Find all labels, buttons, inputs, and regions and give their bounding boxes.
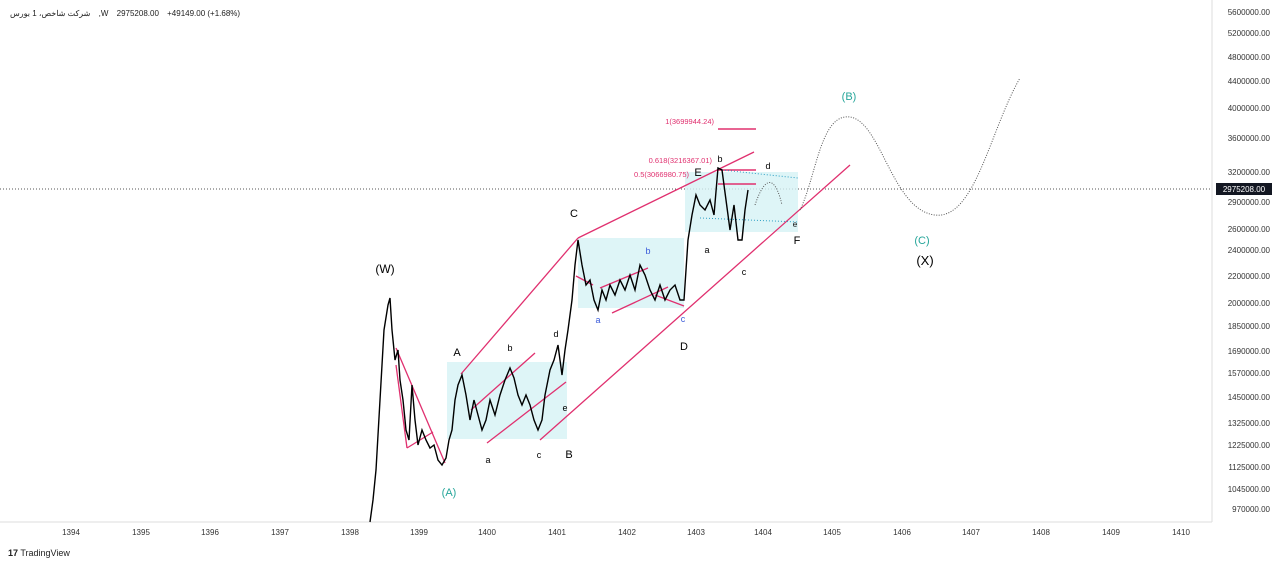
fib-label: 1(3699944.24) — [665, 117, 714, 126]
y-tick-label: 2600000.00 — [1228, 225, 1271, 234]
exchange: بورس ,W — [10, 9, 109, 18]
trend-line — [486, 381, 567, 444]
x-tick-label: 1396 — [201, 528, 219, 537]
x-tick-label: 1401 — [548, 528, 566, 537]
y-tick-label: 1690000.00 — [1228, 347, 1271, 356]
trend-line — [395, 347, 446, 464]
fib-label: 0.5(3066980.75) — [634, 170, 690, 179]
x-tick-label: 1408 — [1032, 528, 1050, 537]
y-tick-label: 1225000.00 — [1228, 441, 1271, 450]
x-tick-label: 1399 — [410, 528, 428, 537]
trend-line — [654, 294, 685, 307]
x-tick-label: 1398 — [341, 528, 359, 537]
triangle-upper — [721, 169, 799, 179]
trend-line — [460, 237, 579, 375]
x-tick-label: 1404 — [754, 528, 772, 537]
wave-label: (W) — [375, 262, 394, 276]
wave-label: F — [794, 235, 801, 247]
x-tick-label: 1410 — [1172, 528, 1190, 537]
wave-label: a — [595, 315, 600, 325]
wave-label: (B) — [842, 91, 857, 103]
wave-label: C — [570, 208, 578, 220]
triangle-lower — [699, 217, 799, 223]
x-tick-label: 1397 — [271, 528, 289, 537]
y-tick-label: 4800000.00 — [1228, 53, 1271, 62]
x-tick-label: 1403 — [687, 528, 705, 537]
wave-label: E — [694, 167, 701, 179]
wave-label: B — [565, 449, 572, 461]
trend-line — [539, 164, 851, 441]
tradingview-logo[interactable]: 17 TradingView — [8, 548, 70, 558]
wave-label: e — [562, 403, 567, 413]
trend-line — [577, 151, 755, 239]
symbol-name: شرکت شاخص، 1 — [32, 9, 91, 18]
wave-label: b — [717, 154, 722, 164]
wave-label: c — [742, 267, 747, 277]
x-tick-label: 1394 — [62, 528, 80, 537]
wave-label: (X) — [916, 253, 933, 268]
y-tick-label: 3200000.00 — [1228, 168, 1271, 177]
trend-line — [599, 267, 649, 289]
x-tick-label: 1402 — [618, 528, 636, 537]
y-tick-label: 2900000.00 — [1228, 198, 1271, 207]
y-tick-label: 2400000.00 — [1228, 246, 1271, 255]
y-tick-label: 4000000.00 — [1228, 104, 1271, 113]
tv-icon: 17 — [8, 548, 19, 558]
wave-label: b — [645, 246, 650, 256]
brand-name: TradingView — [20, 548, 70, 558]
wave-label: e — [793, 220, 798, 229]
wave-label: d — [553, 329, 558, 339]
wave-label: b — [507, 343, 512, 353]
y-tick-label: 3600000.00 — [1228, 134, 1271, 143]
projection-path — [799, 77, 1021, 216]
y-tick-label: 2000000.00 — [1228, 299, 1271, 308]
y-tick-label: 1045000.00 — [1228, 485, 1271, 494]
y-tick-label: 1450000.00 — [1228, 393, 1271, 402]
price-line — [369, 166, 749, 523]
x-tick-label: 1395 — [132, 528, 150, 537]
last-price-tag — [1216, 183, 1272, 195]
projection-small — [754, 182, 783, 206]
x-tick-label: 1407 — [962, 528, 980, 537]
trend-line — [395, 364, 408, 449]
x-tick-label: 1400 — [478, 528, 496, 537]
y-tick-label: 1325000.00 — [1228, 419, 1271, 428]
wave-label: c — [681, 314, 686, 324]
y-tick-label: 2200000.00 — [1228, 272, 1271, 281]
chart-header: شرکت شاخص، 1 بورس ,W 2975208.00 +49149.0… — [10, 9, 246, 18]
wave-label: A — [453, 347, 461, 359]
wave-label: a — [704, 245, 709, 255]
y-tick-label: 1850000.00 — [1228, 322, 1271, 331]
x-tick-label: 1409 — [1102, 528, 1120, 537]
consolidation-box — [685, 172, 798, 232]
trend-line — [611, 286, 669, 314]
y-tick-label: 1570000.00 — [1228, 369, 1271, 378]
price-change: +49149.00 (+1.68%) — [167, 9, 241, 18]
wave-label: D — [680, 341, 688, 353]
wave-label: a — [485, 455, 490, 465]
last-price-label: 2975208.00 — [1223, 185, 1266, 194]
x-tick-label: 1406 — [893, 528, 911, 537]
wave-label: c — [537, 450, 542, 460]
y-tick-label: 4400000.00 — [1228, 77, 1271, 86]
wave-label: d — [765, 161, 770, 171]
wave-label: (A) — [442, 487, 457, 499]
trend-line — [470, 352, 536, 411]
y-tick-label: 1125000.00 — [1228, 463, 1270, 472]
fib-label: 0.618(3216367.01) — [649, 156, 713, 165]
wave-label: (C) — [914, 235, 929, 247]
y-tick-label: 5600000.00 — [1228, 8, 1271, 17]
y-tick-label: 970000.00 — [1232, 505, 1270, 514]
x-tick-label: 1405 — [823, 528, 841, 537]
y-tick-label: 5200000.00 — [1228, 29, 1271, 38]
last-price: 2975208.00 — [116, 9, 159, 18]
